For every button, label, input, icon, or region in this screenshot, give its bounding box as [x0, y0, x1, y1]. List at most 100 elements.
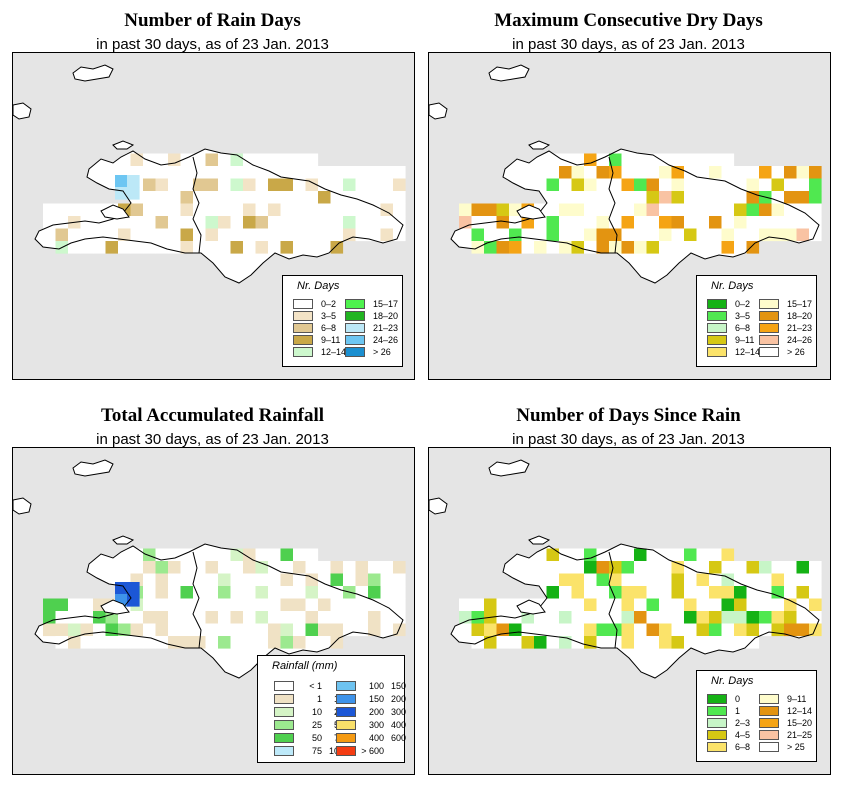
grid-cell	[230, 241, 244, 254]
grid-cell	[393, 191, 406, 204]
legend-label-low: 25	[311, 719, 322, 730]
legend-swatch	[345, 334, 365, 345]
grid-cell	[93, 216, 106, 229]
grid-cell	[721, 611, 735, 624]
grid-cell	[546, 191, 560, 204]
grid-cell	[355, 623, 369, 637]
grid-cell	[784, 611, 797, 624]
legend-title: Nr. Days	[711, 280, 754, 292]
legend-item: 400 600	[336, 732, 406, 743]
grid-cell	[634, 598, 647, 612]
grid-cell	[293, 178, 306, 192]
grid-cell	[596, 166, 610, 179]
grid-cell	[155, 586, 169, 599]
grid-cell	[684, 203, 697, 217]
grid-cell	[115, 175, 128, 188]
grid-cell	[784, 623, 797, 637]
legend-label: 24–26	[373, 334, 399, 345]
grid-cell	[268, 561, 281, 574]
grid-cell	[143, 203, 156, 217]
grid-cell	[471, 623, 485, 637]
grid-cell	[218, 548, 231, 562]
grid-cell	[118, 241, 131, 254]
grid-cell	[621, 203, 635, 217]
grid-cell	[771, 178, 785, 192]
grid-cell	[230, 561, 244, 574]
grid-cell	[193, 203, 206, 217]
grid-cell	[243, 178, 256, 192]
grid-cell	[230, 228, 244, 242]
legend-swatch	[759, 322, 779, 333]
grid-cell	[734, 611, 747, 624]
grid-cell	[143, 548, 156, 562]
grid-cell	[734, 178, 747, 192]
grid-cell	[180, 586, 194, 599]
grid-cell	[180, 178, 194, 192]
legend-item: 12–14	[707, 346, 760, 357]
grid-cell	[634, 228, 647, 242]
legend-label: 15–17	[373, 298, 399, 309]
grid-cell	[355, 216, 369, 229]
grid-cell	[734, 166, 747, 179]
grid-cell	[734, 598, 747, 612]
grid-cell	[496, 611, 510, 624]
grid-cell	[193, 561, 206, 574]
grid-cell	[634, 586, 647, 599]
grid-cell	[734, 561, 747, 574]
grid-cell	[243, 216, 256, 229]
grid-cell	[771, 561, 785, 574]
grid-cell	[459, 203, 472, 217]
legend-item: 24–26	[345, 334, 398, 345]
grid-cell	[193, 598, 206, 612]
grid-cell	[343, 611, 356, 624]
grid-cell	[459, 228, 472, 242]
legend-swatch	[707, 334, 727, 345]
grid-cell	[584, 611, 597, 624]
grid-cell	[93, 241, 106, 254]
grid-cell	[80, 203, 94, 217]
grid-cell	[255, 178, 269, 192]
legend-swatch	[293, 334, 313, 345]
grid-cell	[709, 573, 722, 587]
grid-cell	[218, 191, 231, 204]
grid-cell	[268, 216, 281, 229]
grid-cell	[368, 586, 381, 599]
legend-item: 9–11	[293, 334, 340, 345]
grid-cell	[280, 611, 294, 624]
grid-cell	[355, 191, 369, 204]
legend-item: > 25	[759, 741, 805, 752]
grid-cell	[280, 153, 294, 167]
grid-cell	[646, 191, 660, 204]
grid-cell	[746, 166, 760, 179]
grid-cell	[646, 573, 660, 587]
legend-swatch	[345, 298, 365, 309]
legend-swatch	[759, 298, 779, 309]
grid-cell	[659, 548, 672, 562]
grid-cell	[484, 598, 497, 612]
days-since-rain-map	[429, 459, 822, 679]
grid-cell	[293, 228, 306, 242]
grid-cell	[559, 623, 572, 637]
grid-cell	[546, 561, 560, 574]
grid-cell	[559, 166, 572, 179]
legend-swatch	[274, 719, 294, 730]
legend-swatch	[345, 346, 365, 357]
grid-cell	[634, 178, 647, 192]
grid-cell	[496, 636, 510, 649]
legend-swatch	[293, 346, 313, 357]
grid-cell	[784, 166, 797, 179]
grid-cell	[268, 548, 281, 562]
grid-cell	[218, 573, 231, 587]
grid-cell	[268, 586, 281, 599]
grid-cell	[746, 191, 760, 204]
grid-cell	[696, 598, 710, 612]
grid-cell	[168, 611, 181, 624]
grid-cell	[684, 178, 697, 192]
grid-cell	[621, 636, 635, 649]
grid-cell	[243, 153, 256, 167]
panel-rain-days: Number of Rain Days in past 30 days, as …	[10, 0, 415, 385]
grid-cell	[305, 561, 319, 574]
grid-cell	[659, 153, 672, 167]
grid-cell	[584, 228, 597, 242]
grid-cell	[746, 203, 760, 217]
